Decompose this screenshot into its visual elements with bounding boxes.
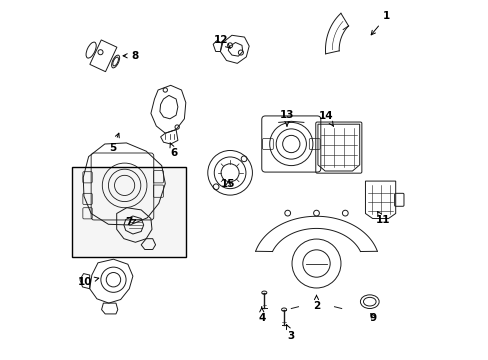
Text: 6: 6 — [170, 143, 178, 158]
Text: 4: 4 — [258, 307, 265, 323]
Text: 5: 5 — [109, 133, 119, 153]
Text: 15: 15 — [221, 179, 235, 189]
Bar — [72, 167, 185, 257]
Text: 2: 2 — [312, 295, 320, 311]
Text: 10: 10 — [78, 276, 99, 287]
Text: 13: 13 — [279, 110, 294, 126]
Text: 7: 7 — [124, 217, 135, 228]
Text: 8: 8 — [123, 51, 138, 61]
Text: 12: 12 — [213, 35, 230, 48]
Text: 14: 14 — [319, 111, 333, 126]
Text: 11: 11 — [375, 212, 389, 225]
Bar — [72, 167, 185, 257]
Text: 3: 3 — [286, 325, 294, 341]
Text: 1: 1 — [370, 11, 389, 35]
Text: 9: 9 — [369, 312, 376, 323]
